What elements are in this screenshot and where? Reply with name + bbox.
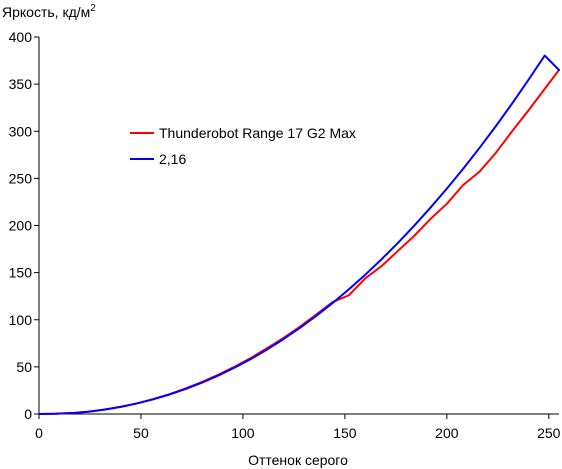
y-tick-label: 300 — [9, 123, 33, 139]
y-tick-label: 150 — [9, 265, 33, 281]
y-axis-title-text: Яркость, кд/м — [2, 4, 90, 20]
y-tick-label: 400 — [9, 29, 33, 45]
y-tick-label: 50 — [16, 359, 32, 375]
x-tick-label: 100 — [231, 425, 255, 441]
axes — [38, 37, 559, 415]
series-line-2 — [38, 54, 560, 415]
legend-label: Thunderobot Range 17 G2 Max — [159, 125, 356, 141]
legend-label: 2,16 — [159, 151, 186, 167]
y-axis-title: Яркость, кд/м2 — [2, 3, 96, 20]
series-layer — [38, 54, 560, 415]
y-tick-label: 350 — [9, 76, 33, 92]
x-axis-title: Оттенок серого — [248, 452, 348, 468]
series-line-1 — [38, 68, 560, 415]
x-tick-label: 250 — [537, 425, 561, 441]
y-tick-label: 200 — [9, 218, 33, 234]
y-tick-label: 100 — [9, 312, 33, 328]
ticks: 0 50 100 150 200 250 300 350 400 0 50 100 150 200 250 — [9, 29, 561, 441]
x-tick-label: 200 — [435, 425, 459, 441]
x-tick-label: 0 — [35, 425, 43, 441]
y-tick-label: 250 — [9, 170, 33, 186]
x-tick-label: 150 — [333, 425, 357, 441]
x-tick-label: 50 — [133, 425, 149, 441]
y-axis-title-superscript: 2 — [90, 3, 96, 14]
y-tick-label: 0 — [24, 406, 32, 422]
legend: Thunderobot Range 17 G2 Max 2,16 — [130, 125, 356, 167]
